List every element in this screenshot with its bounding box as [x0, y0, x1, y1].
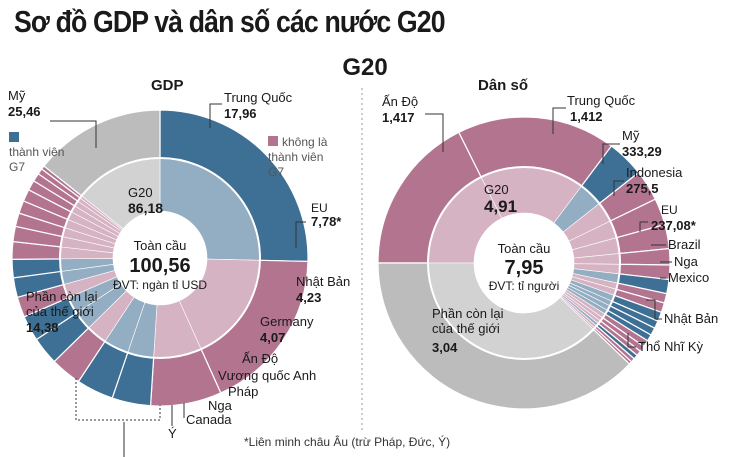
gdp-chart-title: GDP [151, 77, 184, 94]
pop-label-trung-quoc-name: Trung Quốc [567, 93, 636, 108]
gdp-g20-label: G20 [128, 185, 153, 200]
gdp-label-trung-quoc-name: Trung Quốc [224, 90, 293, 105]
pop-leader-trung-quoc [552, 107, 566, 134]
legend-g7-text-2: G7 [9, 160, 25, 174]
gdp-center-label: Toàn cầu [134, 238, 187, 253]
gdp-label-rest-value: 14,38 [26, 320, 59, 335]
gdp-label-vuong-quoc-anh-name: Vương quốc Anh [218, 368, 316, 383]
pop-unit-label: ĐVT: tỉ người [489, 279, 560, 293]
gdp-label-canada-name: Canada [186, 412, 232, 427]
gdp-label-rest-name-1: Phần còn lại [26, 289, 98, 304]
pop-label-rest-name-2: của thế giới [432, 321, 500, 336]
pop-label-nga-name: Nga [674, 254, 699, 269]
page-title: Sơ đồ GDP và dân số các nước G20 [14, 4, 446, 39]
legend-g7-swatch [9, 132, 19, 142]
pop-label-tho-nhi-ky-name: Thổ Nhĩ Kỳ [638, 339, 704, 354]
pop-label-my-value: 333,29 [622, 144, 662, 159]
gdp-label-rest-name-2: của thế giới [26, 304, 94, 319]
pop-g20-value: 4,91 [484, 197, 517, 216]
gdp-label-germany-name: Germany [260, 314, 314, 329]
pop-leader-eu [639, 221, 648, 232]
pop-label-an-do-value: 1,417 [382, 110, 415, 125]
gdp-center-hole [113, 211, 207, 305]
pop-label-indonesia-name: Indonesia [626, 165, 683, 180]
gdp-label-my-value: 25,46 [8, 104, 41, 119]
pop-leader-my [602, 143, 620, 164]
pop-label-nhat-ban-name: Nhật Bản [664, 311, 718, 326]
legend-non-g7-text-3: G7 [268, 165, 284, 179]
page-subtitle: G20 [342, 54, 388, 81]
pop-center-hole [474, 213, 574, 313]
pop-label-brazil-name: Brazil [668, 237, 701, 252]
pop-leader-tho-nhi-ky [627, 333, 636, 348]
legend-non-g7-swatch [268, 136, 278, 146]
pop-label-rest-value: 3,04 [432, 340, 458, 355]
gdp-label-phap-name: Pháp [228, 384, 258, 399]
footnote: *Liên minh châu Âu (trừ Pháp, Đức, Ý) [244, 435, 451, 449]
gdp-label-an-do-name: Ấn Độ [242, 351, 278, 366]
gdp-label-germany-value: 4,07 [260, 330, 285, 345]
pop-center-value: 7,95 [505, 257, 544, 279]
pop-leader-nhat-ban [646, 299, 662, 320]
pop-g20-label: G20 [484, 182, 509, 197]
pop-label-eu-name: EU [661, 203, 678, 217]
pop-label-trung-quoc-value: 1,412 [570, 109, 603, 124]
gdp-ring-divider [59, 157, 261, 359]
gdp-label-nhat-ban-value: 4,23 [296, 290, 321, 305]
gdp-unit-label: ĐVT: ngàn tỉ USD [113, 278, 207, 292]
gdp-bracket-small-countries [75, 378, 161, 421]
gdp-label-nhat-ban-name: Nhật Bản [296, 274, 350, 289]
gdp-leader-trung-quoc [209, 103, 222, 128]
pop-label-mexico-name: Mexico [668, 270, 709, 285]
gdp-center-value: 100,56 [129, 255, 190, 277]
pop-leader-indonesia [613, 180, 624, 196]
pop-label-an-do-name: Ấn Độ [382, 94, 418, 109]
pop-leader-an-do [425, 113, 444, 152]
gdp-label-nga-name: Nga [208, 398, 233, 413]
gdp-label-trung-quoc-value: 17,96 [224, 106, 257, 121]
pop-label-rest-name-1: Phần còn lại [432, 306, 504, 321]
legend-non-g7-text-2: thành viên [268, 150, 323, 164]
pop-center-label: Toàn cầu [498, 241, 551, 256]
gdp-label-y-name: Ý [168, 426, 177, 441]
legend-g7-text-1: thành viên [9, 145, 64, 159]
pop-ring-divider [427, 166, 621, 360]
pop-label-indonesia-value: 275,5 [626, 181, 659, 196]
gdp-label-eu-name: EU [311, 201, 328, 215]
gdp-label-eu-value: 7,78* [311, 214, 342, 229]
pop-label-eu-value: 237,08* [651, 218, 697, 233]
population-chart-title: Dân số [478, 77, 529, 94]
gdp-g20-value: 86,18 [128, 200, 163, 216]
gdp-leader-eu [295, 221, 306, 248]
gdp-leader-my [50, 120, 97, 148]
legend-non-g7-text-1: không là [282, 135, 328, 149]
gdp-label-my-name: Mỹ [8, 88, 26, 103]
pop-label-my-name: Mỹ [622, 128, 640, 143]
